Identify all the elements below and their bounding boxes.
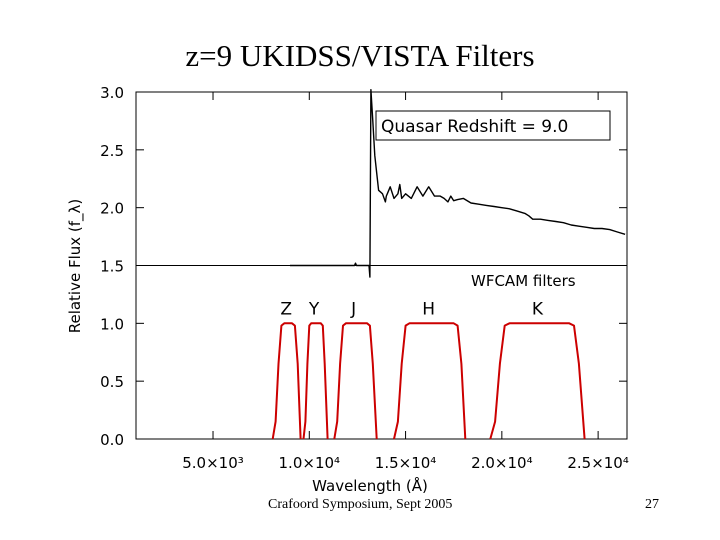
y-axis-label: Relative Flux (f_λ): [66, 199, 85, 334]
y-tick-label: 2.0: [100, 200, 124, 218]
filter-curve-k: [489, 322, 586, 440]
filter-curve-y: [302, 322, 329, 440]
plot-frame: [135, 91, 628, 440]
spectrum-line: [290, 88, 626, 278]
page-number: 27: [645, 497, 659, 512]
filters-annotation: WFCAM filters: [471, 272, 576, 290]
y-tick-label: 1.0: [100, 315, 124, 333]
footer-caption: Crafoord Symposium, Sept 2005: [268, 497, 453, 512]
x-tick-label: 5.0×10³: [182, 454, 244, 472]
y-tick-label: 0.5: [100, 373, 124, 391]
filter-label-j: J: [350, 299, 356, 319]
filter-label-y: Y: [308, 299, 320, 319]
x-tick-label: 1.0×10⁴: [279, 454, 341, 472]
redshift-annotation-box: [375, 110, 611, 141]
y-tick-label: 3.0: [100, 84, 124, 102]
filter-label-z: Z: [280, 299, 292, 319]
filter-label-h: H: [422, 299, 435, 319]
filter-curve-z: [271, 322, 302, 440]
series-layer: [271, 88, 626, 440]
tick-layer: 5.0×10³ 1.0×10⁴ 1.5×10⁴ 2.0×10⁴ 2.5×10⁴ 0.0 0.…: [100, 84, 629, 472]
y-tick-label: 1.5: [100, 258, 124, 276]
x-tick-label: 2.0×10⁴: [471, 454, 533, 472]
redshift-annotation: Quasar Redshift = 9.0: [381, 117, 568, 137]
filter-label-k: K: [532, 299, 544, 319]
y-tick-label: 0.0: [100, 431, 124, 449]
y-tick-label: 2.5: [100, 142, 124, 160]
filter-curve-h: [393, 322, 467, 440]
filter-curve-j: [333, 322, 378, 440]
x-tick-label: 2.5×10⁴: [567, 454, 629, 472]
slide-title: z=9 UKIDSS/VISTA Filters: [185, 38, 535, 73]
x-tick-label: 1.5×10⁴: [375, 454, 437, 472]
x-axis-label: Wavelength (Å): [312, 476, 428, 495]
